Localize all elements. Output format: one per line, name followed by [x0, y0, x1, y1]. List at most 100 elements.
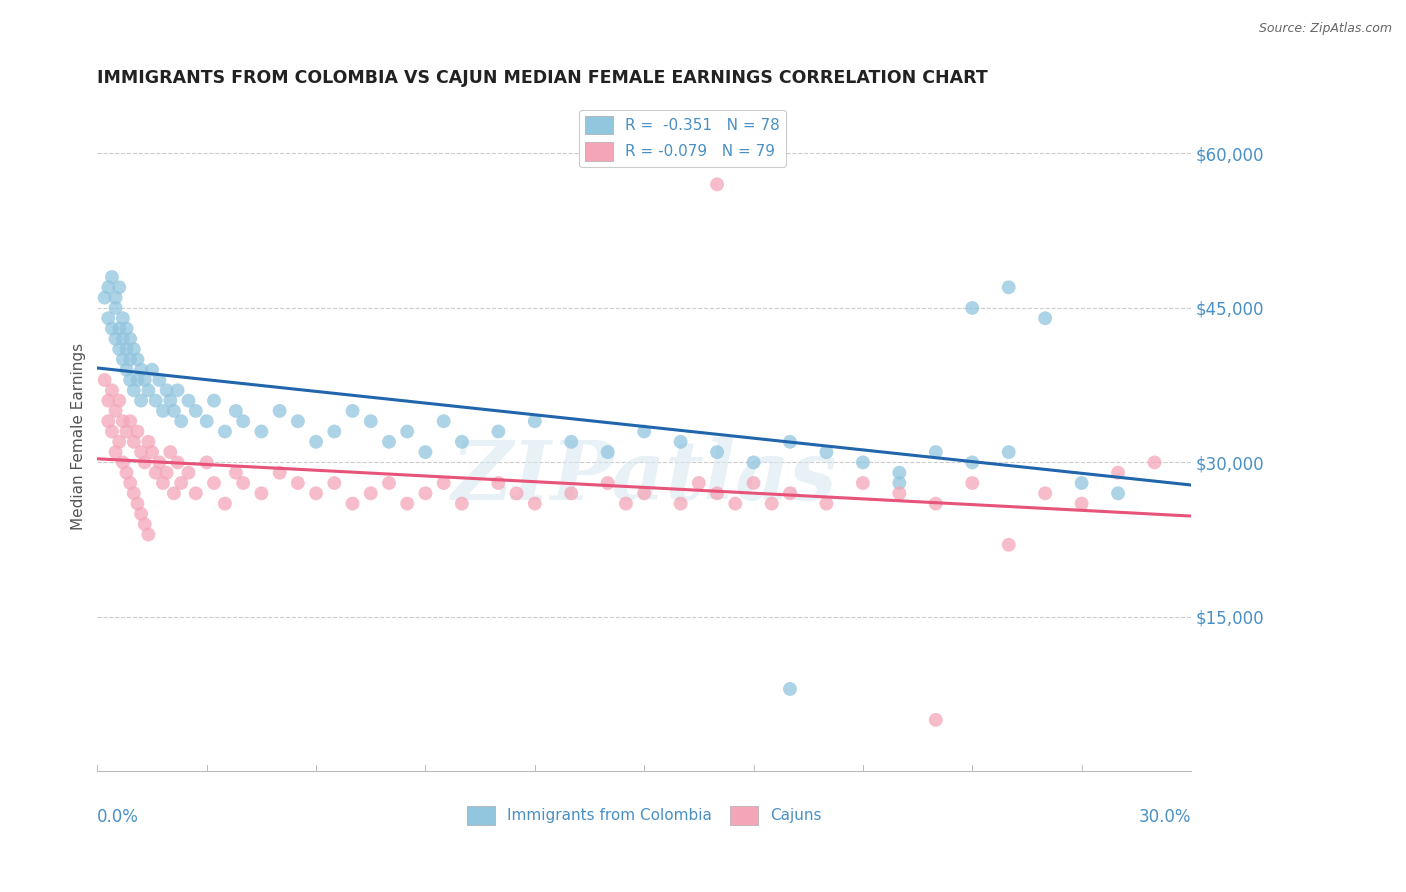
Point — [779, 486, 801, 500]
Point — [97, 311, 120, 326]
Text: 0.0%: 0.0% — [97, 808, 139, 826]
Point — [232, 475, 254, 490]
Point — [108, 434, 131, 449]
Point — [111, 455, 134, 469]
Point — [396, 425, 419, 439]
Text: 30.0%: 30.0% — [1139, 808, 1191, 826]
Point — [250, 425, 273, 439]
Point — [1033, 486, 1056, 500]
Point — [889, 475, 911, 490]
Point — [108, 393, 131, 408]
Point — [742, 475, 765, 490]
Point — [101, 321, 124, 335]
Point — [148, 455, 170, 469]
Point — [115, 362, 138, 376]
Point — [120, 352, 142, 367]
Point — [159, 393, 181, 408]
Point — [761, 497, 783, 511]
Point — [378, 434, 401, 449]
Point — [104, 291, 127, 305]
Point — [451, 497, 474, 511]
Point — [111, 352, 134, 367]
Point — [997, 280, 1019, 294]
Point — [93, 291, 115, 305]
Point — [122, 486, 145, 500]
Point — [129, 393, 152, 408]
Point — [145, 466, 167, 480]
Point — [127, 373, 149, 387]
Point — [1070, 475, 1092, 490]
Point — [269, 404, 291, 418]
Point — [184, 404, 207, 418]
Point — [122, 342, 145, 356]
Point — [134, 373, 156, 387]
Point — [141, 445, 163, 459]
Point — [451, 434, 474, 449]
Point — [505, 486, 527, 500]
Point — [104, 445, 127, 459]
Point — [523, 414, 546, 428]
Point — [177, 393, 200, 408]
Point — [177, 466, 200, 480]
Point — [156, 384, 179, 398]
Point — [596, 475, 619, 490]
Point — [396, 497, 419, 511]
Point — [115, 321, 138, 335]
Point — [129, 445, 152, 459]
Point — [97, 414, 120, 428]
Point — [433, 475, 456, 490]
Point — [486, 475, 509, 490]
Point — [706, 445, 728, 459]
Point — [925, 497, 948, 511]
Point — [138, 434, 160, 449]
Point — [232, 414, 254, 428]
Point — [214, 425, 236, 439]
Text: ZIPatlas: ZIPatlas — [451, 437, 837, 516]
Point — [669, 497, 692, 511]
Point — [129, 362, 152, 376]
Point — [138, 527, 160, 541]
Point — [250, 486, 273, 500]
Point — [706, 178, 728, 192]
Point — [342, 497, 364, 511]
Point — [145, 393, 167, 408]
Point — [108, 321, 131, 335]
Point — [1033, 311, 1056, 326]
Point — [152, 475, 174, 490]
Point — [170, 475, 193, 490]
Point — [202, 393, 225, 408]
Point — [815, 445, 838, 459]
Point — [852, 475, 875, 490]
Point — [779, 681, 801, 696]
Point — [323, 425, 346, 439]
Point — [115, 342, 138, 356]
Point — [815, 497, 838, 511]
Point — [742, 455, 765, 469]
Point — [120, 475, 142, 490]
Point — [122, 384, 145, 398]
Point — [360, 486, 382, 500]
Point — [120, 373, 142, 387]
Point — [166, 384, 188, 398]
Point — [852, 455, 875, 469]
Point — [129, 507, 152, 521]
Point — [152, 404, 174, 418]
Point — [134, 455, 156, 469]
Point — [104, 404, 127, 418]
Point — [225, 404, 247, 418]
Point — [1107, 486, 1129, 500]
Point — [101, 384, 124, 398]
Point — [925, 713, 948, 727]
Point — [669, 434, 692, 449]
Point — [170, 414, 193, 428]
Point — [120, 414, 142, 428]
Point — [688, 475, 710, 490]
Point — [633, 425, 655, 439]
Point — [127, 497, 149, 511]
Point — [706, 486, 728, 500]
Point — [184, 486, 207, 500]
Point — [633, 486, 655, 500]
Point — [166, 455, 188, 469]
Text: Source: ZipAtlas.com: Source: ZipAtlas.com — [1258, 22, 1392, 36]
Point — [1070, 497, 1092, 511]
